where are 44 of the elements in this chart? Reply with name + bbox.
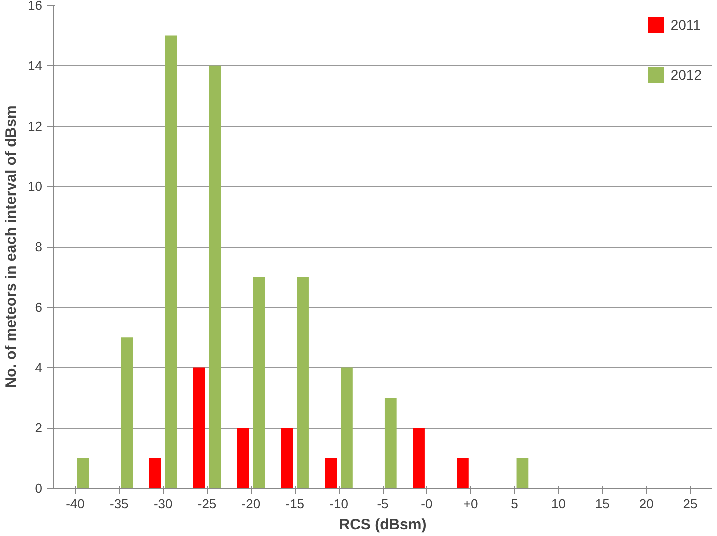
bar — [281, 428, 294, 488]
y-tick-label: 0 — [35, 481, 43, 496]
legend-label: 2011 — [670, 17, 701, 33]
bar — [457, 458, 469, 488]
bar — [121, 338, 134, 488]
x-tick-label: 20 — [639, 496, 654, 512]
bar — [77, 458, 90, 488]
bar — [516, 458, 529, 488]
y-axis-title: No. of meteors in each interval of dBsm — [3, 106, 20, 388]
x-tick-label: -40 — [66, 496, 85, 512]
x-tick-label: -5 — [377, 496, 389, 512]
y-tick-label: 12 — [28, 118, 43, 134]
y-tick-label: 8 — [35, 240, 43, 254]
y-tick-label: 2 — [35, 420, 43, 436]
x-tick-label: -0 — [421, 496, 433, 512]
x-tick-label: -10 — [330, 496, 348, 512]
bar — [341, 368, 353, 488]
x-tick-label: 15 — [595, 496, 610, 512]
bar — [325, 458, 338, 488]
bar — [253, 277, 266, 488]
y-tick-label: 10 — [28, 179, 43, 194]
x-tick-label: -15 — [286, 496, 305, 512]
x-tick-label: 10 — [552, 496, 566, 512]
bar — [297, 277, 309, 488]
bar — [384, 398, 397, 488]
y-tick-label: 6 — [35, 300, 43, 315]
x-tick-label: +0 — [463, 496, 478, 512]
bar — [237, 428, 250, 488]
bar — [413, 428, 425, 488]
legend-label: 2012 — [670, 67, 702, 83]
y-tick-label: 14 — [28, 58, 43, 74]
x-tick-label: 25 — [683, 496, 698, 512]
x-tick-label: -35 — [110, 496, 129, 512]
bar — [149, 458, 162, 488]
x-tick-label: -25 — [198, 496, 217, 512]
bar — [165, 36, 178, 488]
y-tick-label: 16 — [28, 0, 43, 13]
bar — [209, 66, 222, 488]
bar — [193, 368, 206, 488]
x-tick-label: -20 — [242, 496, 261, 512]
x-axis-title: RCS (dBsm) — [339, 516, 427, 534]
x-tick-label: 5 — [511, 496, 518, 512]
x-tick-label: -30 — [154, 496, 173, 512]
y-tick-label: 4 — [35, 360, 43, 376]
